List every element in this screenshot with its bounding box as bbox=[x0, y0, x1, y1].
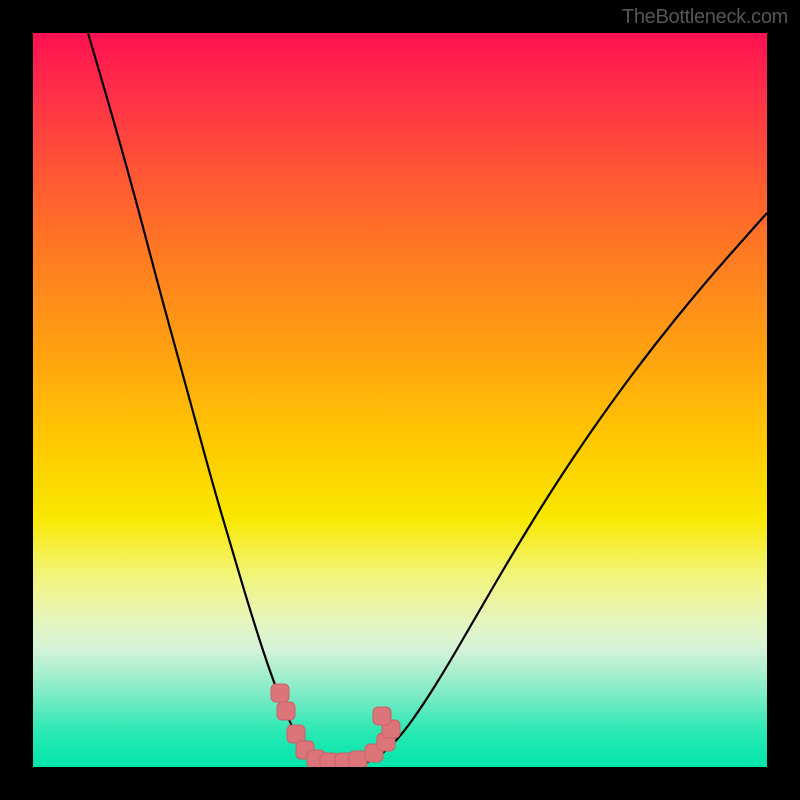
marker-point bbox=[349, 751, 367, 767]
marker-point bbox=[271, 684, 289, 702]
marker-group bbox=[271, 684, 400, 767]
marker-point bbox=[277, 702, 295, 720]
marker-point bbox=[287, 725, 305, 743]
marker-point bbox=[373, 707, 391, 725]
watermark-text: TheBottleneck.com bbox=[622, 6, 788, 29]
marker-layer bbox=[33, 33, 767, 767]
plot-area bbox=[33, 33, 767, 767]
